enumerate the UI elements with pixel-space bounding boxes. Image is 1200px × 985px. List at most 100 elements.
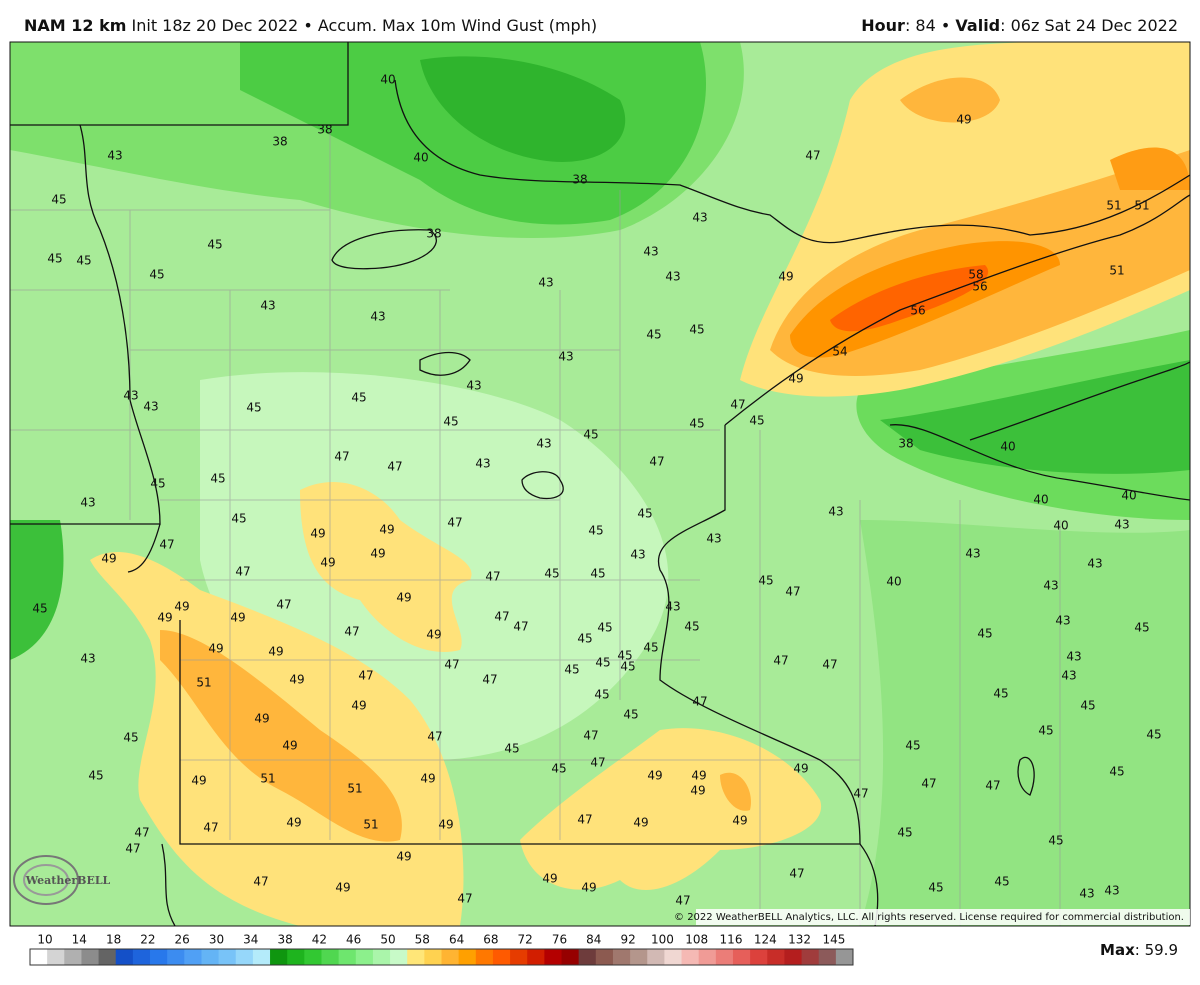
gust-value: 49 <box>581 881 596 895</box>
colorbar-tick: 92 <box>620 933 635 947</box>
gust-value: 49 <box>732 814 747 828</box>
gust-value: 43 <box>1055 614 1070 628</box>
colorbar-swatch <box>372 949 391 965</box>
gust-value: 43 <box>558 350 573 364</box>
gust-value: 47 <box>805 149 820 163</box>
colorbar-tick: 18 <box>106 933 121 947</box>
field-yellow-se <box>520 728 822 890</box>
gust-value: 47 <box>853 787 868 801</box>
colorbar-swatch <box>252 949 271 965</box>
header-right: Hour: 84 • Valid: 06z Sat 24 Dec 2022 <box>861 16 1178 35</box>
gust-value: 56 <box>972 280 987 294</box>
gust-value: 47 <box>203 821 218 835</box>
gust-value: 45 <box>994 875 1009 889</box>
gust-value: 40 <box>1000 440 1015 454</box>
gust-value: 45 <box>897 826 912 840</box>
gust-value: 47 <box>276 598 291 612</box>
colorbar-tick: 72 <box>518 933 533 947</box>
logo-swirl <box>13 855 79 905</box>
gust-value: 45 <box>1048 834 1063 848</box>
gust-value: 45 <box>544 567 559 581</box>
gust-value: 47 <box>134 826 149 840</box>
gust-value: 45 <box>646 328 661 342</box>
gust-value: 45 <box>150 477 165 491</box>
colorbar-tick: 22 <box>140 933 155 947</box>
max-label: Max <box>1100 941 1135 959</box>
colorbar-tick: 46 <box>346 933 361 947</box>
gust-value: 40 <box>1053 519 1068 533</box>
gust-value: 47 <box>457 892 472 906</box>
gust-value: 45 <box>76 254 91 268</box>
gust-value: 45 <box>617 649 632 663</box>
gust-value: 40 <box>886 575 901 589</box>
gust-value: 54 <box>832 345 847 359</box>
gust-value: 47 <box>482 673 497 687</box>
gust-value: 49 <box>320 556 335 570</box>
gust-value: 43 <box>1043 579 1058 593</box>
gust-value: 43 <box>1104 884 1119 898</box>
field-orange-sw <box>160 630 402 842</box>
colorbar-swatch <box>527 949 545 965</box>
colorbar-swatch <box>750 949 768 965</box>
colorbar-swatch <box>47 949 65 965</box>
colorbar-swatch <box>595 949 614 965</box>
gust-value: 43 <box>630 548 645 562</box>
colorbar-swatch <box>441 949 460 965</box>
gust-value: 45 <box>993 687 1008 701</box>
gust-value: 47 <box>583 729 598 743</box>
colorbar-swatch <box>390 949 408 965</box>
header-left: NAM 12 km Init 18z 20 Dec 2022 • Accum. … <box>24 16 597 35</box>
gust-value: 43 <box>260 299 275 313</box>
gust-value: 47 <box>358 669 373 683</box>
gust-value: 45 <box>1109 765 1124 779</box>
gust-value: 58 <box>968 268 983 282</box>
gust-value: 45 <box>643 641 658 655</box>
colorbar-swatch <box>818 949 837 965</box>
colorbar-swatch <box>235 949 254 965</box>
colorbar-swatch <box>270 949 288 965</box>
gust-value: 49 <box>647 769 662 783</box>
colorbar-swatch <box>767 949 785 965</box>
gust-value: 45 <box>595 656 610 670</box>
logo-swirl-inner <box>23 864 69 896</box>
colorbar-swatch <box>492 949 511 965</box>
gust-value: 45 <box>210 472 225 486</box>
gust-value: 49 <box>956 113 971 127</box>
gust-value: 40 <box>1121 489 1136 503</box>
gust-value: 47 <box>773 654 788 668</box>
gust-value: 47 <box>577 813 592 827</box>
gust-value: 38 <box>898 437 913 451</box>
gust-value: 45 <box>749 414 764 428</box>
gust-value: 51 <box>347 782 362 796</box>
colorbar-swatch <box>801 949 820 965</box>
gust-value: 45 <box>905 739 920 753</box>
gust-value: 47 <box>444 658 459 672</box>
colorbar-swatch <box>458 949 477 965</box>
colorbar-tick: 76 <box>552 933 567 947</box>
field-orange-right <box>1110 147 1190 190</box>
gust-value: 51 <box>1134 199 1149 213</box>
gust-value: 49 <box>310 527 325 541</box>
gust-value: 49 <box>254 712 269 726</box>
colorbar-swatch <box>510 949 528 965</box>
gust-value: 47 <box>590 756 605 770</box>
gust-value: 49 <box>778 270 793 284</box>
gust-value: 45 <box>246 401 261 415</box>
gust-value: 45 <box>594 688 609 702</box>
gust-value: 47 <box>692 695 707 709</box>
field-se <box>860 520 1190 926</box>
gust-value: 45 <box>590 567 605 581</box>
gust-value: 47 <box>789 867 804 881</box>
model: NAM 12 km <box>24 16 127 35</box>
gust-value: 45 <box>689 417 704 431</box>
gust-value: 45 <box>583 428 598 442</box>
gust-value: 45 <box>88 769 103 783</box>
gust-value: 43 <box>1079 887 1094 901</box>
gust-value: 51 <box>196 676 211 690</box>
colorbar-swatch <box>30 949 48 965</box>
gust-value: 43 <box>1087 557 1102 571</box>
gust-value: 47 <box>334 450 349 464</box>
colorbar-swatch <box>424 949 442 965</box>
colorbar-tick: 38 <box>277 933 292 947</box>
gust-value: 49 <box>157 611 172 625</box>
